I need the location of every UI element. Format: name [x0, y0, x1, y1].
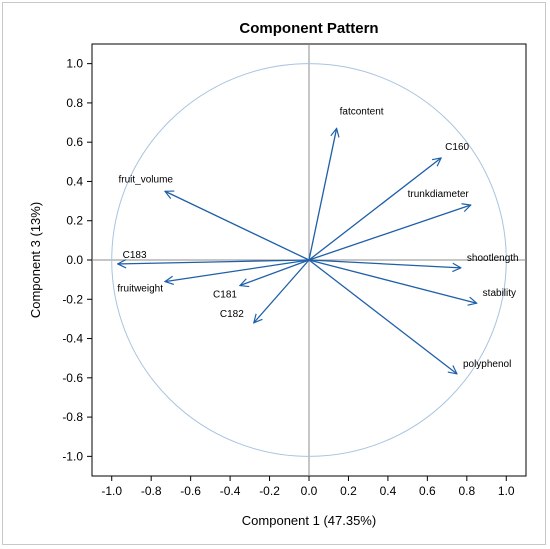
y-tick-label: 0.0: [66, 253, 83, 267]
x-tick-label: 0.0: [301, 484, 318, 498]
vector-fruit_volume: [165, 191, 310, 261]
y-tick-label: 0.8: [66, 96, 83, 110]
vector-polyphenol: [308, 259, 457, 374]
y-tick-label: 0.2: [66, 214, 83, 228]
vector-label-C183: C183: [123, 250, 147, 261]
vector-C183: [118, 260, 310, 264]
y-tick-label: -0.8: [62, 410, 83, 424]
x-tick-label: -0.4: [220, 484, 241, 498]
x-tick-label: 0.4: [380, 484, 397, 498]
y-tick-label: -0.6: [62, 371, 83, 385]
vector-stability: [308, 259, 477, 303]
vector-label-fruitweight: fruitweight: [117, 284, 163, 295]
chart-title: Component Pattern: [239, 20, 378, 37]
x-tick-label: -1.0: [101, 484, 122, 498]
vector-fruitweight: [165, 259, 310, 282]
x-tick-label: 0.8: [458, 484, 475, 498]
vector-label-fruit_volume: fruit_volume: [119, 174, 174, 185]
x-tick-label: -0.8: [141, 484, 162, 498]
x-tick-label: 1.0: [498, 484, 515, 498]
vector-label-shootlength: shootlength: [467, 253, 519, 264]
x-tick-label: -0.6: [180, 484, 201, 498]
vector-label-C160: C160: [445, 142, 469, 153]
vector-fatcontent: [308, 128, 337, 261]
y-axis-label: Component 3 (13%): [28, 202, 43, 318]
vector-label-stability: stability: [483, 288, 516, 299]
vector-label-C181: C181: [213, 290, 237, 301]
x-axis-label: Component 1 (47.35%): [242, 513, 376, 528]
x-tick-label: 0.6: [419, 484, 436, 498]
x-tick-label: 0.2: [340, 484, 357, 498]
vector-C160: [308, 158, 441, 261]
y-tick-label: 0.6: [66, 135, 83, 149]
vector-label-C182: C182: [220, 309, 244, 320]
vector-shootlength: [308, 259, 461, 268]
y-tick-label: -0.4: [62, 332, 83, 346]
vector-label-polyphenol: polyphenol: [463, 359, 511, 370]
y-tick-label: -1.0: [62, 449, 83, 463]
vector-trunkdiameter: [308, 205, 471, 261]
x-tick-label: -0.2: [259, 484, 280, 498]
y-tick-label: 1.0: [66, 57, 83, 71]
vector-C182: [254, 259, 310, 323]
vector-label-fatcontent: fatcontent: [340, 106, 384, 117]
unit-circle: [111, 63, 507, 457]
y-tick-label: -0.2: [62, 292, 83, 306]
y-tick-label: 0.4: [66, 174, 83, 188]
vector-C181: [240, 259, 310, 286]
vector-label-trunkdiameter: trunkdiameter: [408, 189, 470, 200]
